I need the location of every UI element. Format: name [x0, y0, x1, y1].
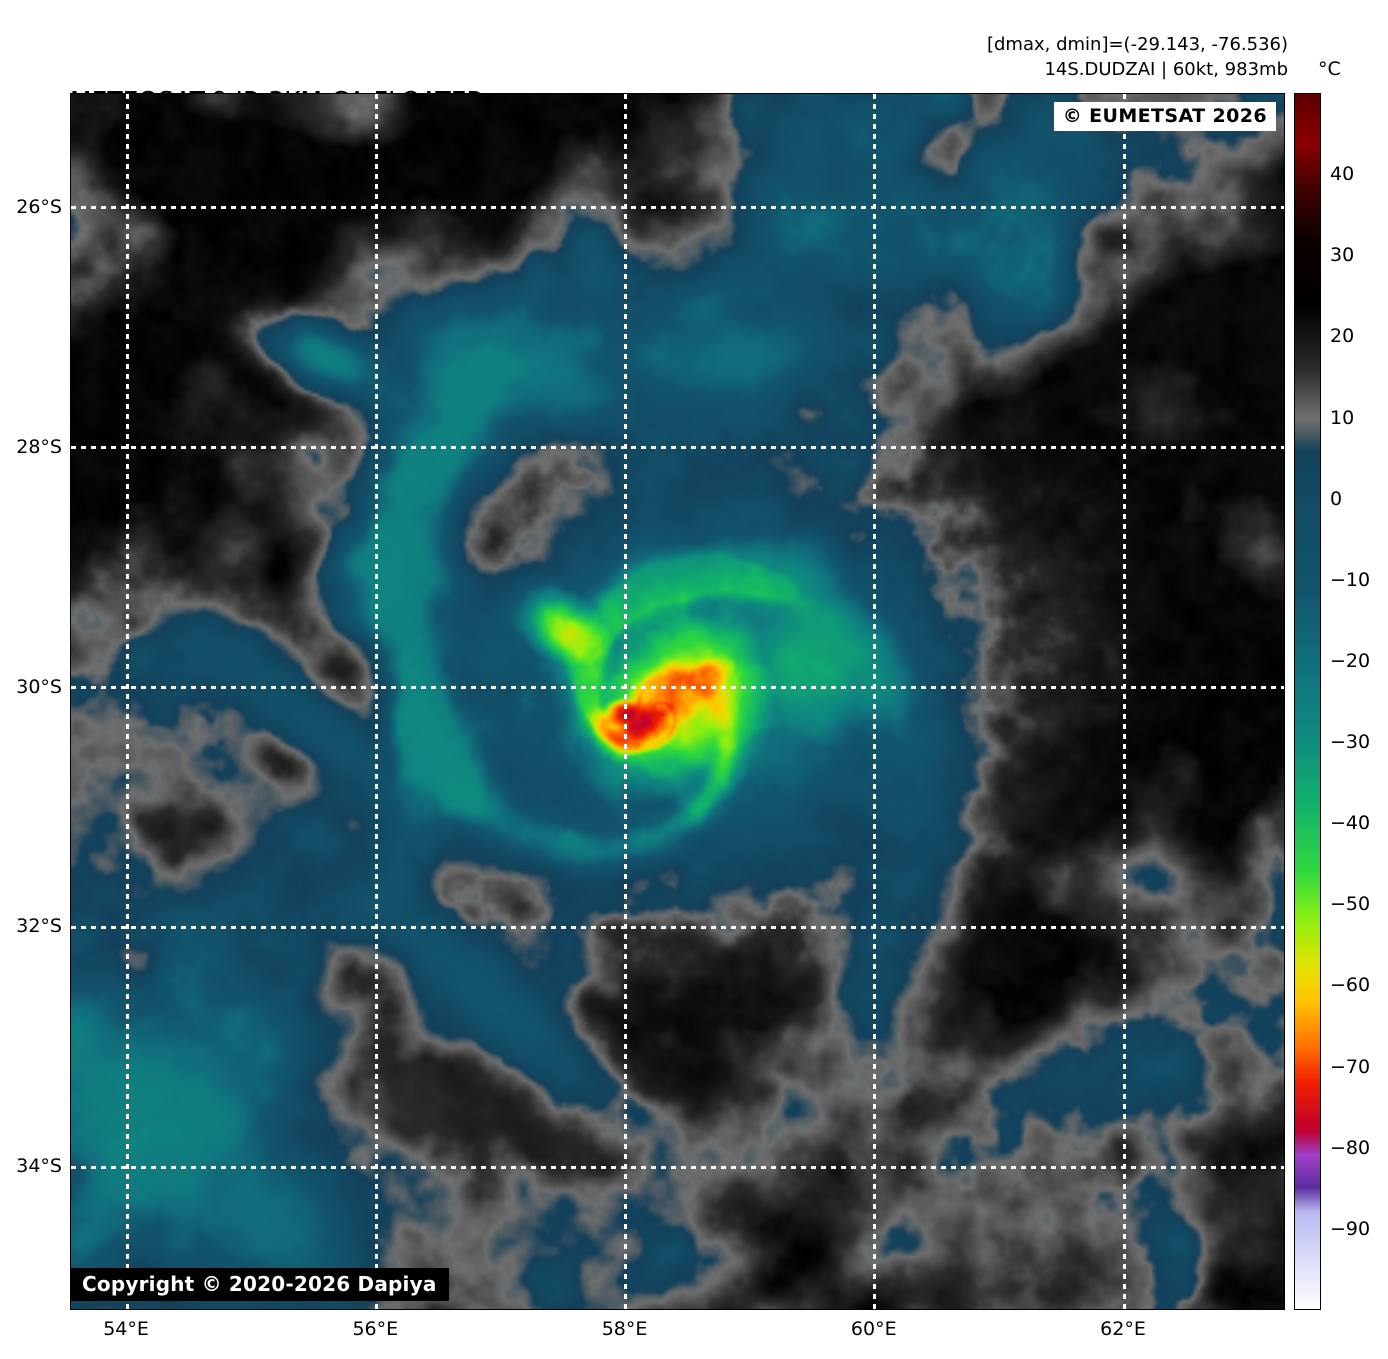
colorbar-tick-label: 10 [1330, 406, 1355, 429]
colorbar-tick-label: 40 [1330, 163, 1355, 186]
eumetsat-copyright-badge: © EUMETSAT 2026 [1053, 102, 1276, 131]
dminmax-text: [dmax, dmin]=(-29.143, -76.536) [986, 34, 1288, 55]
colorbar-tick-label: −70 [1330, 1055, 1371, 1078]
colorbar-tick-label: −80 [1330, 1136, 1371, 1159]
x-tick-label: 54°E [103, 1318, 149, 1340]
colorbar-gradient [1294, 93, 1321, 1310]
colorbar-tick-label: −60 [1330, 974, 1371, 997]
colorbar-tick-label: 20 [1330, 325, 1355, 348]
dapiya-copyright-badge: Copyright © 2020-2026 Dapiya [71, 1268, 449, 1301]
ir-satellite-canvas [71, 94, 1284, 1309]
colorbar-tick-label: 0 [1330, 487, 1343, 510]
colorbar-tick-label: −90 [1330, 1217, 1371, 1240]
x-tick-label: 56°E [352, 1318, 399, 1340]
x-tick-label: 62°E [1100, 1318, 1146, 1340]
y-tick-label: 34°S [16, 1155, 62, 1178]
x-tick-label: 58°E [601, 1318, 648, 1340]
y-tick-label: 30°S [16, 675, 62, 698]
colorbar-tick-label: −10 [1330, 568, 1371, 591]
colorbar-unit-label: °C [1318, 58, 1341, 80]
colorbar-tick-label: 30 [1330, 244, 1355, 267]
x-tick-label: 60°E [850, 1318, 897, 1340]
satellite-image-plot[interactable]: © EUMETSAT 2026 Copyright © 2020-2026 Da… [70, 93, 1285, 1310]
metadata-block: [dmax, dmin]=(-29.143, -76.536) 14S.DUDZ… [987, 32, 1288, 82]
storm-info-text: 14S.DUDZAI | 60kt, 983mb [1044, 59, 1288, 80]
y-tick-label: 32°S [16, 915, 62, 938]
colorbar-tick-label: −30 [1330, 731, 1371, 754]
colorbar-tick-label: −20 [1330, 649, 1371, 672]
colorbar-tick-label: −40 [1330, 812, 1371, 835]
y-tick-label: 28°S [16, 435, 62, 458]
colorbar-tick-label: −50 [1330, 893, 1371, 916]
y-tick-label: 26°S [16, 195, 62, 218]
temperature-colorbar[interactable] [1294, 93, 1321, 1310]
